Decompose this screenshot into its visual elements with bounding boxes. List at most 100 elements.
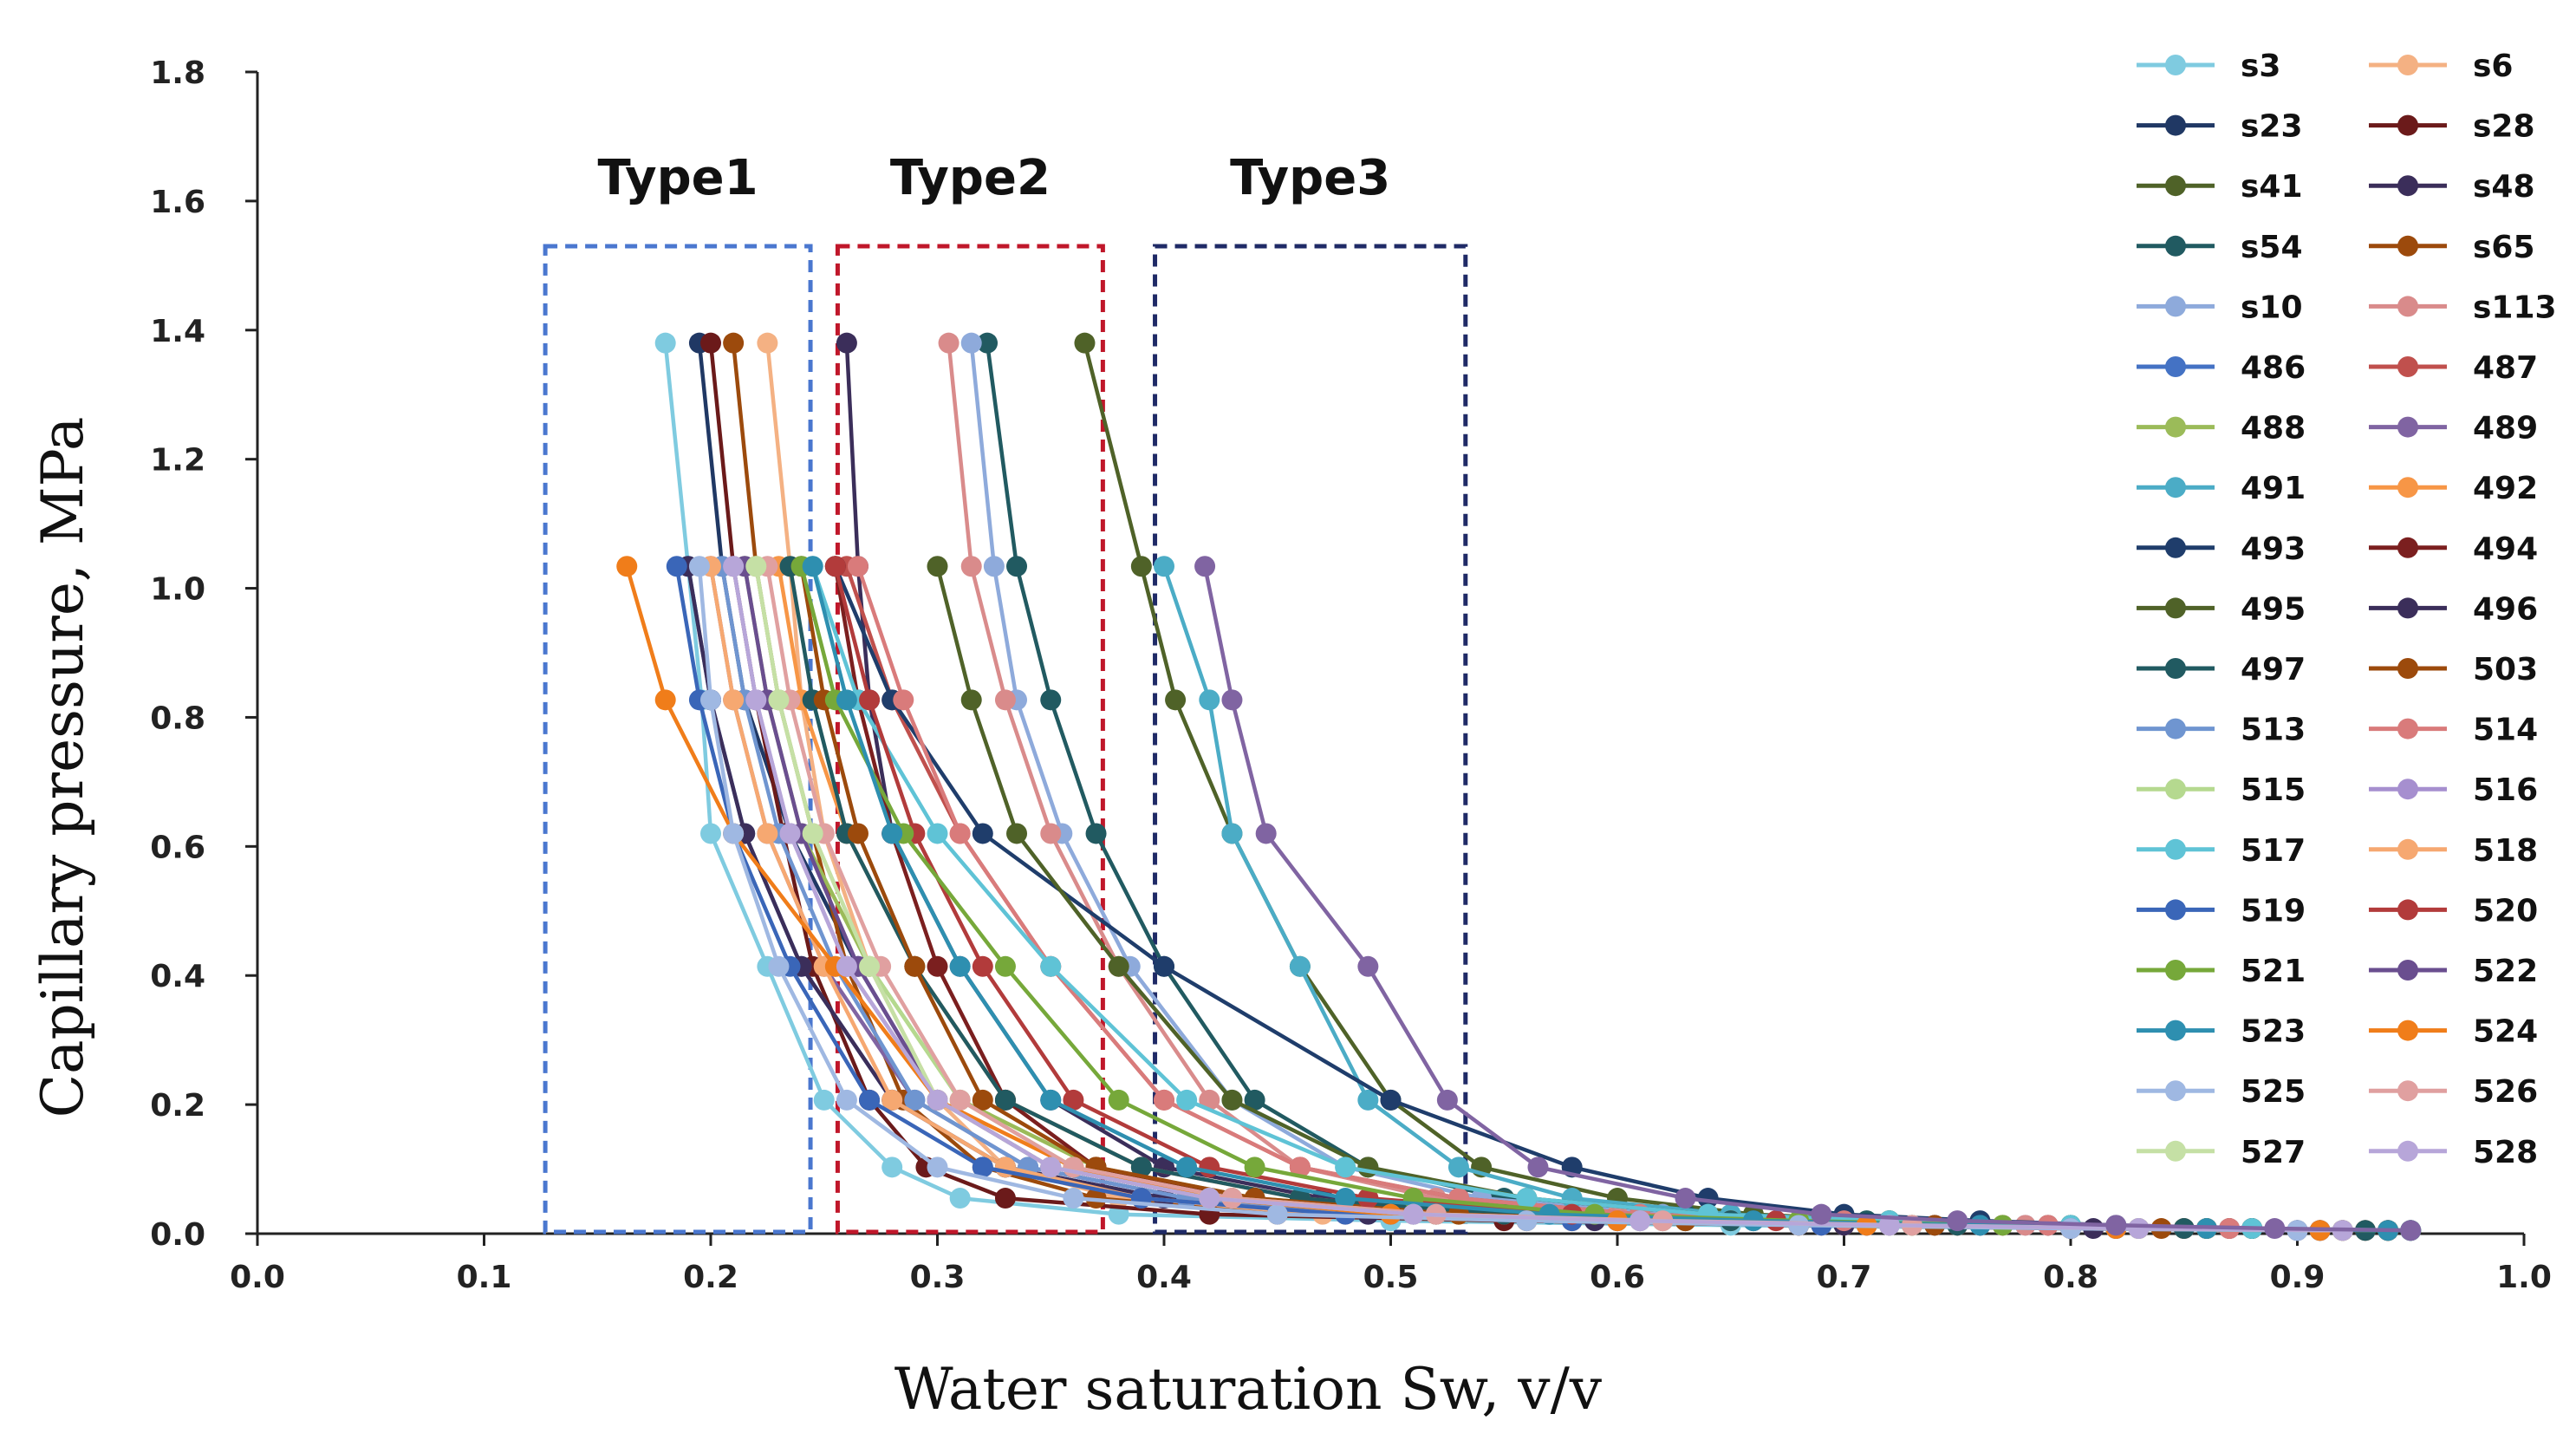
legend-swatch-marker bbox=[2397, 356, 2418, 377]
data-point-s113 bbox=[1040, 823, 1062, 844]
legend-swatch-marker bbox=[2165, 718, 2186, 740]
data-point-527 bbox=[859, 955, 881, 977]
data-point-523 bbox=[802, 556, 823, 577]
legend-entry-label: 487 bbox=[2473, 350, 2538, 386]
data-point-523 bbox=[881, 823, 903, 844]
legend-entry-label: 528 bbox=[2473, 1135, 2538, 1170]
legend-swatch-marker bbox=[2397, 718, 2418, 740]
data-point-s41 bbox=[1165, 689, 1187, 711]
data-point-519 bbox=[859, 1089, 881, 1111]
series-line-516 bbox=[731, 565, 2343, 1233]
legend-swatch-marker bbox=[2165, 296, 2186, 317]
legend-swatch-marker bbox=[2165, 838, 2186, 860]
type-regions: Type1 Type2 Type3 bbox=[543, 150, 1468, 1235]
data-point-514 bbox=[1289, 1157, 1311, 1178]
series-line-514 bbox=[855, 565, 2389, 1233]
legend-swatch-marker bbox=[2165, 416, 2186, 438]
data-point-s54 bbox=[977, 332, 999, 354]
series-line-s65 bbox=[731, 342, 2320, 1233]
legend-entry-label: s6 bbox=[2473, 49, 2513, 84]
data-point-495 bbox=[1357, 1157, 1379, 1178]
axes-layer: 0.0 0.1 0.2 0.3 0.4 0.5 0.6 0.7 0.8 0.9 1.0 0.0 0.2 0… bbox=[150, 55, 2552, 1295]
legend-swatch-marker bbox=[2397, 960, 2418, 981]
legend-entry-label: 523 bbox=[2241, 1014, 2306, 1050]
data-point-495 bbox=[1006, 823, 1028, 844]
data-point-517 bbox=[1176, 1089, 1198, 1111]
legend-swatch-marker bbox=[2397, 597, 2418, 619]
legend-swatch-marker bbox=[2397, 537, 2418, 558]
data-point-528 bbox=[836, 955, 857, 977]
data-point-s3 bbox=[881, 1157, 903, 1178]
data-point-s48 bbox=[836, 332, 857, 354]
y-tick-label: 0.2 bbox=[150, 1088, 205, 1124]
y-tick-label: 0.0 bbox=[150, 1217, 205, 1253]
data-point-527 bbox=[802, 823, 823, 844]
legend-entry-label: s113 bbox=[2473, 290, 2557, 325]
legend-swatch-marker bbox=[2397, 175, 2418, 197]
legend-entry-label: 515 bbox=[2241, 772, 2306, 808]
legend-entry-label: s48 bbox=[2473, 169, 2535, 205]
legend-swatch-marker bbox=[2165, 1140, 2186, 1162]
data-point-523 bbox=[949, 955, 971, 977]
data-point-524 bbox=[616, 556, 638, 577]
data-point-s10 bbox=[960, 332, 982, 354]
series-line-495 bbox=[935, 565, 2411, 1233]
series-line-s41 bbox=[1083, 342, 2411, 1233]
legend-entry-label: 524 bbox=[2473, 1014, 2538, 1050]
data-point-526 bbox=[949, 1089, 971, 1111]
data-point-525 bbox=[836, 1089, 857, 1111]
data-point-491 bbox=[1221, 823, 1243, 844]
legend-swatch-marker bbox=[2397, 899, 2418, 921]
x-tick-label: 0.5 bbox=[1363, 1260, 1419, 1295]
data-point-s28 bbox=[994, 1188, 1016, 1209]
data-point-528 bbox=[723, 556, 745, 577]
data-point-s113 bbox=[960, 556, 982, 577]
data-point-528 bbox=[2128, 1218, 2150, 1240]
legend-entry-label: 522 bbox=[2473, 954, 2538, 989]
data-point-514 bbox=[847, 556, 868, 577]
legend-entry-label: s23 bbox=[2241, 109, 2303, 145]
data-point-491 bbox=[1289, 955, 1311, 977]
data-point-520 bbox=[972, 955, 993, 977]
data-point-503 bbox=[847, 823, 868, 844]
data-point-528 bbox=[1630, 1210, 1651, 1232]
legend-swatch-marker bbox=[2397, 838, 2418, 860]
legend-entry-label: 514 bbox=[2473, 713, 2538, 748]
data-point-521 bbox=[1244, 1157, 1265, 1178]
data-point-517 bbox=[1040, 955, 1062, 977]
y-tick-label: 1.4 bbox=[150, 314, 205, 349]
legend-swatch-marker bbox=[2397, 1080, 2418, 1102]
legend-swatch-marker bbox=[2397, 1020, 2418, 1041]
legend-swatch-marker bbox=[2165, 960, 2186, 981]
data-point-517 bbox=[1335, 1157, 1356, 1178]
data-point-517 bbox=[1516, 1188, 1538, 1209]
data-point-s41 bbox=[1130, 556, 1152, 577]
y-tick-label: 0.8 bbox=[150, 700, 205, 736]
x-tick-label: 0.2 bbox=[683, 1260, 738, 1295]
data-point-497 bbox=[1130, 1157, 1152, 1178]
legend-entry-label: 496 bbox=[2473, 591, 2538, 627]
legend-swatch-marker bbox=[2165, 779, 2186, 800]
data-point-s41-tail bbox=[1811, 1203, 1832, 1225]
data-point-503 bbox=[972, 1089, 993, 1111]
y-axis-title: Capillary pressure, MPa bbox=[29, 417, 96, 1118]
legend-entry-label: 495 bbox=[2241, 591, 2306, 627]
data-point-523 bbox=[1040, 1089, 1062, 1111]
data-point-493 bbox=[1154, 955, 1174, 977]
legend: s3 s6 s23 s28 s41 s48 s54 s65 s10 s113 486 487 488 48… bbox=[2137, 49, 2557, 1170]
type-region-box bbox=[543, 244, 813, 1235]
legend-entry-label: 488 bbox=[2241, 411, 2306, 446]
data-point-519 bbox=[972, 1157, 993, 1178]
legend-swatch-marker bbox=[2165, 356, 2186, 377]
data-point-s54 bbox=[1085, 823, 1107, 844]
legend-swatch-marker bbox=[2397, 1140, 2418, 1162]
legend-swatch-marker bbox=[2397, 235, 2418, 257]
data-point-521 bbox=[1108, 1089, 1129, 1111]
data-point-497 bbox=[994, 1089, 1016, 1111]
data-point-s65 bbox=[723, 332, 745, 354]
data-point-528 bbox=[1402, 1203, 1424, 1225]
series-line-492 bbox=[777, 565, 2366, 1233]
legend-entry-label: 513 bbox=[2241, 713, 2306, 748]
data-point-s41-tail bbox=[2264, 1218, 2286, 1240]
